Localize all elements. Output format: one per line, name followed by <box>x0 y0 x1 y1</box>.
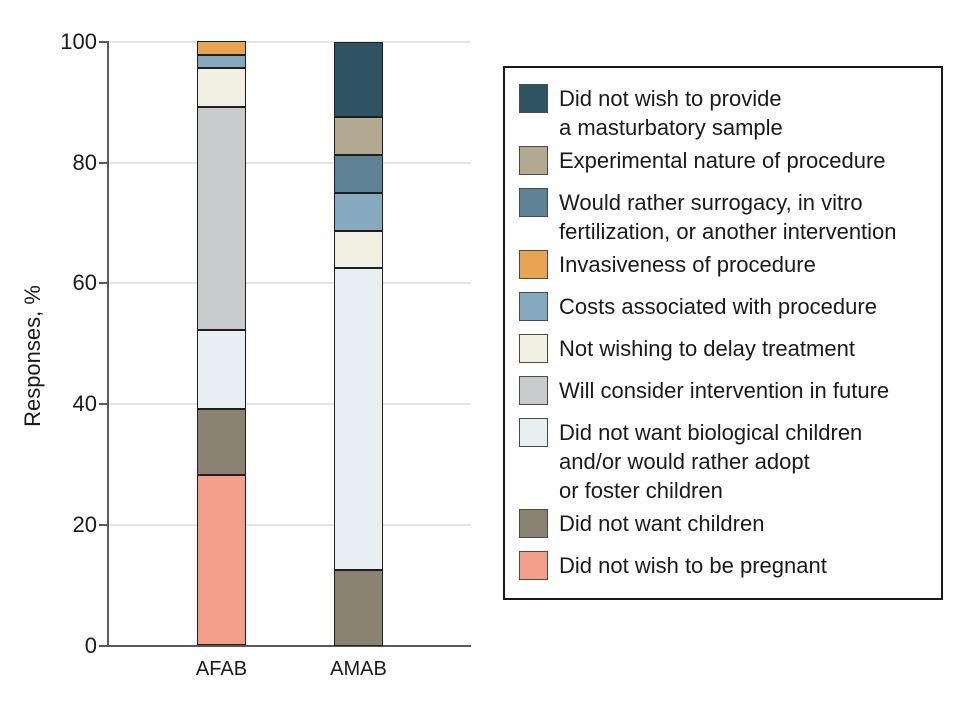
bar-segment-afab-5 <box>197 54 246 68</box>
legend-item-3: Would rather surrogacy, in vitro fertili… <box>519 188 927 246</box>
legend-swatch-1 <box>519 84 548 113</box>
legend-item-6: Not wishing to delay treatment <box>519 334 927 363</box>
y-tick-mark <box>99 161 107 164</box>
y-tick-mark <box>99 523 107 526</box>
y-tick-label: 40 <box>72 391 97 417</box>
bar-segment-amab-1 <box>334 42 383 118</box>
bar-segment-afab-8 <box>197 330 246 409</box>
bar-segment-amab-9 <box>334 570 383 646</box>
x-axis-line <box>107 644 471 647</box>
bar-segment-amab-8 <box>334 268 383 571</box>
legend-swatch-7 <box>519 376 548 405</box>
legend-label-9: Did not want children <box>559 511 765 536</box>
bar-segment-amab-2 <box>334 117 383 156</box>
legend-label-3: Would rather surrogacy, in vitro fertili… <box>559 190 897 244</box>
legend-label-8: Did not want biological children and/or … <box>559 420 863 503</box>
legend-swatch-2 <box>519 146 548 175</box>
legend-items: Did not wish to provide a masturbatory s… <box>519 84 927 580</box>
legend-item-9: Did not want children <box>519 509 927 538</box>
legend-label-2: Experimental nature of procedure <box>559 148 886 173</box>
legend-item-2: Experimental nature of procedure <box>519 146 927 175</box>
y-tick-mark <box>99 644 107 647</box>
gridline <box>109 282 471 285</box>
y-tick-label: 0 <box>84 632 97 658</box>
y-axis-line <box>107 41 109 647</box>
gridline <box>109 161 471 164</box>
legend-swatch-10 <box>519 551 548 580</box>
gridline <box>109 403 471 406</box>
y-tick-label: 80 <box>72 149 97 175</box>
bar-segment-afab-7 <box>197 107 246 331</box>
bar-segment-afab-10 <box>197 474 246 646</box>
legend-item-1: Did not wish to provide a masturbatory s… <box>519 84 927 142</box>
y-tick-mark <box>99 403 107 406</box>
legend-swatch-8 <box>519 418 548 447</box>
bar-segment-amab-5 <box>334 192 383 231</box>
legend-label-5: Costs associated with procedure <box>559 294 877 319</box>
y-tick-label: 60 <box>72 270 97 296</box>
legend-item-7: Will consider intervention in future <box>519 376 927 405</box>
y-tick-mark <box>99 41 107 43</box>
legend-label-10: Did not wish to be pregnant <box>559 553 827 578</box>
legend-swatch-3 <box>519 188 548 217</box>
y-tick-label: 20 <box>72 511 97 537</box>
bar-segment-afab-4 <box>197 41 246 55</box>
gridline <box>109 523 471 526</box>
gridline <box>109 41 471 43</box>
legend-swatch-9 <box>519 509 548 538</box>
legend-swatch-6 <box>519 334 548 363</box>
legend-label-4: Invasiveness of procedure <box>559 252 816 277</box>
y-tick-mark <box>99 282 107 285</box>
legend-swatch-4 <box>519 250 548 279</box>
y-tick-label: 100 <box>60 29 97 54</box>
legend-box: Did not wish to provide a masturbatory s… <box>503 66 943 600</box>
bar-segment-amab-6 <box>334 230 383 269</box>
legend-label-6: Not wishing to delay treatment <box>559 336 855 361</box>
legend-swatch-5 <box>519 292 548 321</box>
legend-item-4: Invasiveness of procedure <box>519 250 927 279</box>
bar-segment-afab-9 <box>197 408 246 475</box>
legend-item-10: Did not wish to be pregnant <box>519 551 927 580</box>
legend-item-5: Costs associated with procedure <box>519 292 927 321</box>
x-axis-label-afab: AFAB <box>195 657 248 680</box>
bar-segment-afab-6 <box>197 67 246 108</box>
legend-label-7: Will consider intervention in future <box>559 378 890 403</box>
x-axis-label-amab: AMAB <box>330 657 387 680</box>
bar-segment-amab-3 <box>334 155 383 193</box>
legend-label-1: Did not wish to provide a masturbatory s… <box>559 86 783 140</box>
legend-item-8: Did not want biological children and/or … <box>519 418 927 505</box>
